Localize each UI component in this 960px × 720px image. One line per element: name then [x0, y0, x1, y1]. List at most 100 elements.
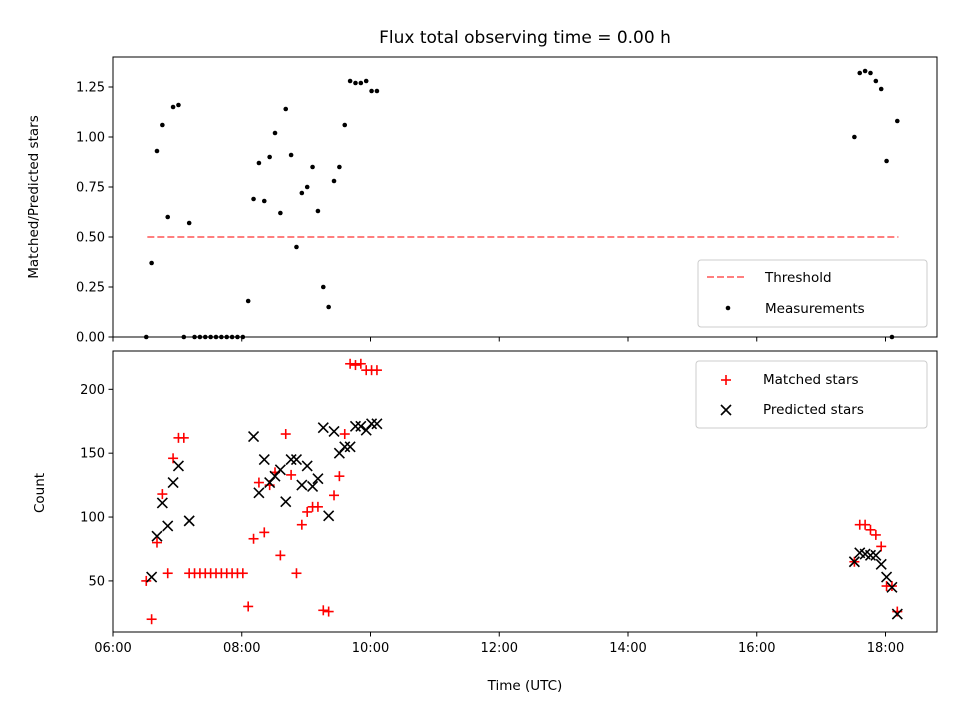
matched-star-point: [329, 490, 340, 501]
y-tick-label: 0.25: [76, 281, 105, 296]
matched-star-point: [350, 360, 361, 371]
legend-box: [697, 259, 928, 328]
measurement-point: [326, 304, 331, 310]
measurement-point: [310, 164, 315, 170]
measurement-point: [857, 70, 863, 76]
measurement-point: [374, 88, 380, 94]
y-axis-label: Matched/Predicted stars: [26, 115, 42, 278]
predicted-star-point: [172, 460, 185, 472]
measurement-point: [267, 154, 272, 160]
matched-star-point: [302, 506, 313, 517]
measurement-point: [251, 196, 256, 202]
legend-matched-label: Matched stars: [763, 372, 859, 388]
matched-star-point: [157, 489, 168, 500]
measurement-point: [862, 68, 868, 74]
matched-star-point: [291, 568, 302, 579]
predicted-star-point: [162, 520, 174, 532]
measurement-point: [278, 210, 283, 216]
chart-title: Flux total observing time = 0.00 h: [379, 28, 671, 48]
measurement-point: [283, 106, 289, 112]
legend-predicted-label: Predicted stars: [763, 402, 864, 418]
measurement-point: [369, 88, 374, 94]
predicted-star-point: [870, 549, 882, 561]
matched-star-point: [162, 568, 173, 579]
measurement-point: [878, 86, 884, 92]
matched-star-point: [870, 529, 881, 540]
y-tick-label: 0.00: [76, 331, 105, 346]
predicted-star-point: [344, 441, 356, 453]
x-tick-label: 10:00: [352, 641, 389, 656]
matched-star-point: [296, 519, 307, 530]
measurement-point: [304, 184, 310, 190]
predicted-star-point: [355, 420, 367, 432]
matched-star-point: [865, 524, 876, 535]
measurement-point: [261, 198, 267, 204]
x-tick-label: 14:00: [609, 641, 646, 656]
predicted-star-point: [290, 454, 303, 466]
x-tick-label: 06:00: [94, 641, 131, 656]
measurement-point: [358, 80, 364, 86]
y-axis-label: Count: [32, 473, 48, 513]
measurement-point: [288, 152, 294, 158]
predicted-star-point: [167, 476, 179, 489]
measurement-point: [149, 260, 154, 266]
predicted-star-point: [146, 571, 158, 583]
predicted-star-point: [371, 418, 383, 430]
predicted-star-point: [349, 420, 362, 432]
predicted-star-point: [247, 431, 260, 443]
predicted-star-point: [156, 497, 168, 509]
predicted-star-point: [323, 510, 335, 522]
measurement-point: [160, 122, 165, 128]
measurement-point: [895, 118, 900, 124]
measurement-point: [294, 244, 299, 250]
measurement-point: [331, 178, 337, 184]
legend: Threshold Measurements: [697, 259, 928, 328]
matched-star-point: [339, 429, 350, 440]
matched-star-point: [275, 550, 286, 561]
matched-star-point: [286, 469, 297, 480]
y-tick-label: 150: [80, 447, 105, 462]
measurement-point: [256, 160, 262, 166]
predicted-star-point: [280, 496, 292, 508]
predicted-star-point: [296, 479, 308, 491]
predicted-star-point: [328, 425, 340, 438]
x-tick-label: 12:00: [481, 641, 518, 656]
y-tick-label: 200: [80, 383, 105, 398]
ratio-panel: Flux total observing time = 0.00 h Match…: [26, 28, 938, 346]
legend-predicted-marker: [720, 404, 732, 416]
matched-star-point: [355, 358, 366, 369]
matched-star-point: [371, 365, 382, 376]
measurement-point: [299, 190, 305, 196]
matched-star-point: [178, 432, 189, 443]
predicted-star-point: [366, 418, 378, 430]
predicted-star-point: [864, 549, 877, 561]
measurement-point: [363, 78, 369, 84]
matched-star-point: [259, 527, 270, 538]
matched-star-point: [243, 601, 254, 612]
legend-matched-marker: [721, 375, 731, 385]
predicted-star-point: [881, 571, 893, 583]
measurement-point: [272, 130, 278, 136]
predicted-star-point: [151, 530, 163, 542]
measurement-point: [170, 104, 176, 110]
measurement-point: [165, 214, 171, 220]
plot-frame: [112, 350, 938, 633]
measurement-point: [852, 134, 857, 140]
y-tick-label: 0.50: [76, 231, 105, 246]
measurement-point: [868, 70, 873, 76]
matched-star-point: [248, 533, 259, 544]
matched-star-point: [876, 541, 887, 552]
predicted-star-point: [253, 487, 265, 499]
y-tick-label: 1.25: [76, 81, 105, 96]
measurement-point: [342, 122, 348, 128]
measurement-point: [154, 148, 160, 154]
measurement-point: [884, 158, 889, 164]
measurement-point: [186, 220, 192, 226]
matched-star-point: [253, 477, 264, 488]
measurement-point: [245, 298, 251, 304]
legend-box: [695, 360, 928, 429]
x-tick-label: 08:00: [223, 641, 260, 656]
y-tick-label: 50: [88, 574, 105, 589]
y-tick-label: 1.00: [76, 131, 105, 146]
